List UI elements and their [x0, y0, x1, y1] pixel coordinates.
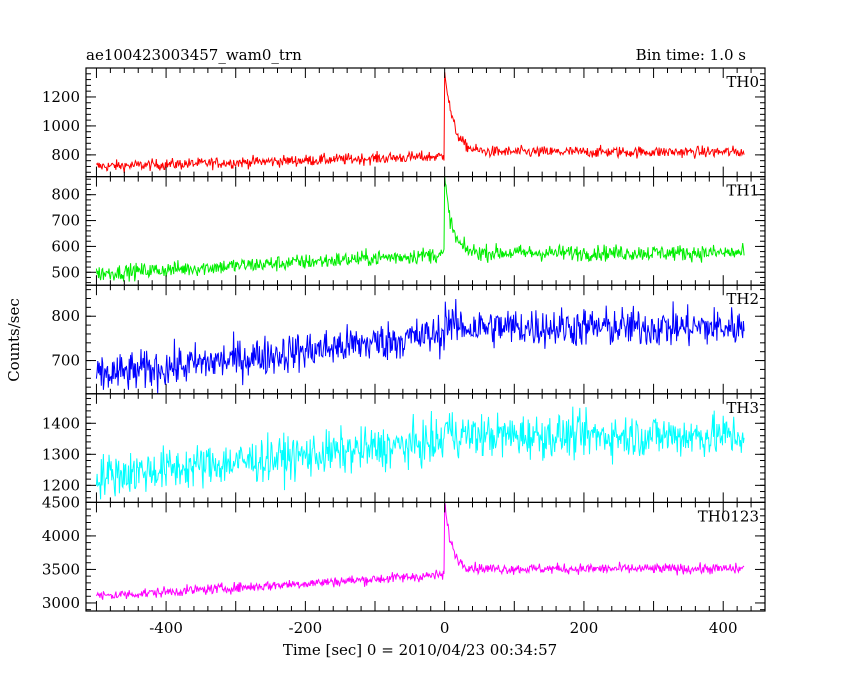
panel-name-label: TH0123: [698, 507, 759, 525]
x-axis: -400 -200 0 200 400: [149, 619, 737, 637]
panel-frame: [85, 501, 766, 612]
panel-name-label: TH2: [726, 290, 759, 308]
panel-th1: 500 600 700 800 TH1: [51, 176, 766, 286]
panel-th2: 700 800 TH2: [51, 284, 766, 395]
series-line-th2: [95, 298, 745, 394]
panels-group: 800 1000 1200 TH0 500 600 700 800 TH1 700 800 TH2 12…: [42, 67, 766, 612]
y-tick-label: 1000: [42, 117, 80, 135]
y-tick-label: 1400: [42, 414, 80, 432]
series-line-th3: [95, 406, 745, 500]
panel-frame: [85, 67, 766, 178]
y-axis-label: Counts/sec: [5, 298, 23, 382]
panel-th0123: 3000 3500 4000 4500 TH0123: [42, 493, 766, 612]
y-tick-label: 500: [51, 263, 80, 281]
x-tick-label: -400: [149, 619, 183, 637]
panel-th0: 800 1000 1200 TH0: [42, 67, 766, 178]
y-tick-label: 700: [51, 352, 80, 370]
x-tick-label: 400: [709, 619, 738, 637]
x-tick-label: -200: [289, 619, 323, 637]
series-line-th0: [96, 72, 745, 174]
y-tick-label: 800: [51, 146, 80, 164]
y-tick-label: 4000: [42, 527, 80, 545]
panel-name-label: TH0: [726, 73, 759, 91]
y-tick-label: 3500: [42, 560, 80, 578]
panel-name-label: TH3: [726, 399, 759, 417]
x-tick-label: 200: [570, 619, 599, 637]
x-axis-label: Time [sec] 0 = 2010/04/23 00:34:57: [283, 641, 557, 659]
y-tick-label: 700: [51, 212, 80, 230]
panel-frame: [85, 284, 766, 395]
series-line-th0123: [95, 502, 745, 600]
y-tick-label: 1200: [42, 88, 80, 106]
y-tick-label: 1300: [42, 445, 80, 463]
y-tick-label: 800: [51, 186, 80, 204]
y-tick-label: 600: [51, 237, 80, 255]
panel-th3: 1200 1300 1400 TH3: [42, 393, 766, 503]
y-tick-label: 4500: [42, 493, 80, 511]
panel-frame: [85, 176, 766, 286]
x-tick-label: 0: [440, 619, 450, 637]
chart-title-right: Bin time: 1.0 s: [636, 46, 746, 64]
y-tick-label: 800: [51, 307, 80, 325]
series-line-th1: [95, 176, 745, 282]
y-tick-label: 1200: [42, 476, 80, 494]
panel-name-label: TH1: [726, 182, 759, 200]
chart-title-left: ae100423003457_wam0_trn: [86, 46, 302, 64]
y-tick-label: 3000: [42, 594, 80, 612]
